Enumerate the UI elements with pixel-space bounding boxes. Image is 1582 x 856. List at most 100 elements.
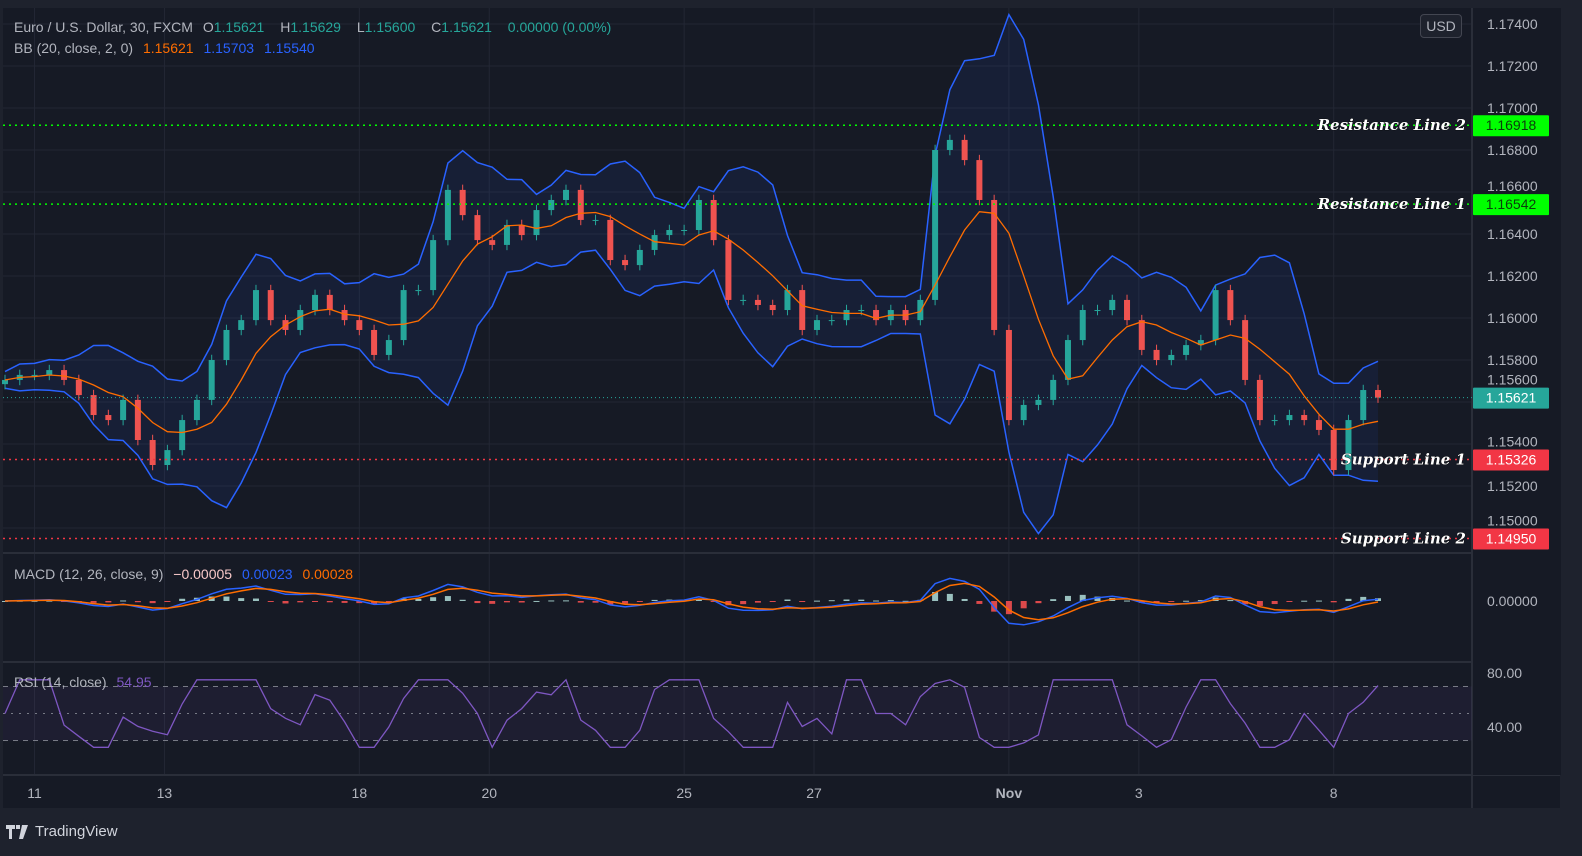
candle [725,234,732,306]
bb-label: BB (20, close, 2, 0) [14,40,134,56]
candle [813,314,820,336]
macd-hist-bar [887,600,894,602]
candle [223,324,230,366]
candle [31,369,38,381]
level-price-tag [1473,528,1549,550]
macd-hist-bar [636,601,643,602]
brand-name: TradingView [35,823,118,840]
macd-hist-bar [533,600,540,602]
macd-hist-bar [799,601,806,602]
candle [681,224,688,236]
candle-body [813,320,820,330]
macd-hist-bar [489,601,496,604]
macd-hist-bar [385,601,392,603]
candle [1345,414,1352,476]
candle-body [46,370,53,375]
candle [238,314,245,336]
candle [149,434,156,471]
candle-body [1183,345,1190,355]
macd-hist-bar [1197,600,1204,602]
macd-hist-bar [1330,601,1337,603]
level-resistance-line-1[interactable]: Resistance Line 1 1.16542 [3,194,1549,216]
time-tick: 27 [806,785,822,801]
macd-hist-bar [769,601,776,602]
macd-hist-bar [1079,594,1086,601]
bb-lower-line [4,249,1379,535]
candle [356,314,363,336]
macd-legend[interactable]: MACD (12, 26, close, 9) −0.00005 0.00023… [14,566,359,582]
candle-body [90,395,97,416]
candle-body [1375,390,1381,398]
macd-hist-bar [1168,601,1175,603]
candle-body [1020,404,1027,421]
level-support-line-2[interactable]: Support Line 2 1.14950 [3,528,1549,550]
macd-hist-bar [149,601,156,604]
candle [459,184,466,221]
candle [1050,374,1057,406]
candle [1153,344,1160,366]
candle [917,294,924,326]
candle-body [267,290,274,321]
bb-upper-line [4,12,1379,384]
candle-body [341,310,348,321]
macd-signal-value: 0.00028 [302,566,354,582]
candle-body [208,360,215,400]
macd-hist-bar [134,601,141,603]
candle-body [179,420,186,451]
level-price-tag [1473,115,1549,137]
currency-button[interactable]: USD [1420,14,1462,38]
tradingview-logo[interactable]: TradingView [6,823,118,840]
candle-body [489,240,496,245]
candle [666,224,673,241]
candle-body [917,299,924,321]
level-resistance-line-2[interactable]: Resistance Line 2 1.16918 [3,115,1549,137]
macd-hist-bar [932,592,939,601]
rsi-legend[interactable]: RSI (14, close) 54.95 [14,674,158,690]
level-price-label: 1.16542 [1486,196,1537,212]
time-tick: 25 [676,785,692,801]
time-tick: 18 [352,785,368,801]
bb-legend[interactable]: BB (20, close, 2, 0) 1.15621 1.15703 1.1… [14,40,321,56]
candle [592,214,599,226]
price-tick: 1.17200 [1487,58,1538,74]
candle-body [769,304,776,311]
price-tick: 1.15200 [1487,478,1538,494]
candle [61,364,68,386]
macd-hist-bar [873,600,880,602]
macd-hist-bar [1035,601,1042,604]
candle [90,389,97,421]
rsi-label: RSI (14, close) [14,674,107,690]
macd-hist-bar [297,601,304,603]
candle-body [503,224,510,245]
candle-body [1035,399,1042,405]
time-tick: 3 [1135,785,1143,801]
candle [371,324,378,361]
macd-hist-bar [179,598,186,601]
price-tick: 1.15600 [1487,372,1538,388]
macd-hist-bar [1094,596,1101,601]
time-tick: 8 [1330,785,1338,801]
macd-hist-bar [459,599,466,601]
candle-body [784,290,791,311]
macd-hist-bar [356,601,363,604]
macd-hist-bar [1064,595,1071,601]
price-tick: 1.16400 [1487,226,1538,242]
candle-body [1197,340,1204,346]
macd-hist-bar [415,598,422,601]
macd-hist-bar [1020,601,1027,609]
macd-hist-bar [282,601,289,604]
candle [1301,409,1308,426]
candle [1183,339,1190,361]
price-tick: 1.16600 [1487,178,1538,194]
macd-hist-bar [1124,600,1131,602]
candle [179,414,186,456]
macd-hist-bar [1050,599,1057,601]
macd-hist-bar [341,601,348,603]
level-support-line-1[interactable]: Support Line 1 1.15326 [3,449,1549,471]
macd-signal-line [4,582,1379,621]
candle [828,314,835,326]
time-tick: 11 [27,785,42,801]
level-price-tag [1473,194,1549,216]
candle [1242,314,1249,386]
